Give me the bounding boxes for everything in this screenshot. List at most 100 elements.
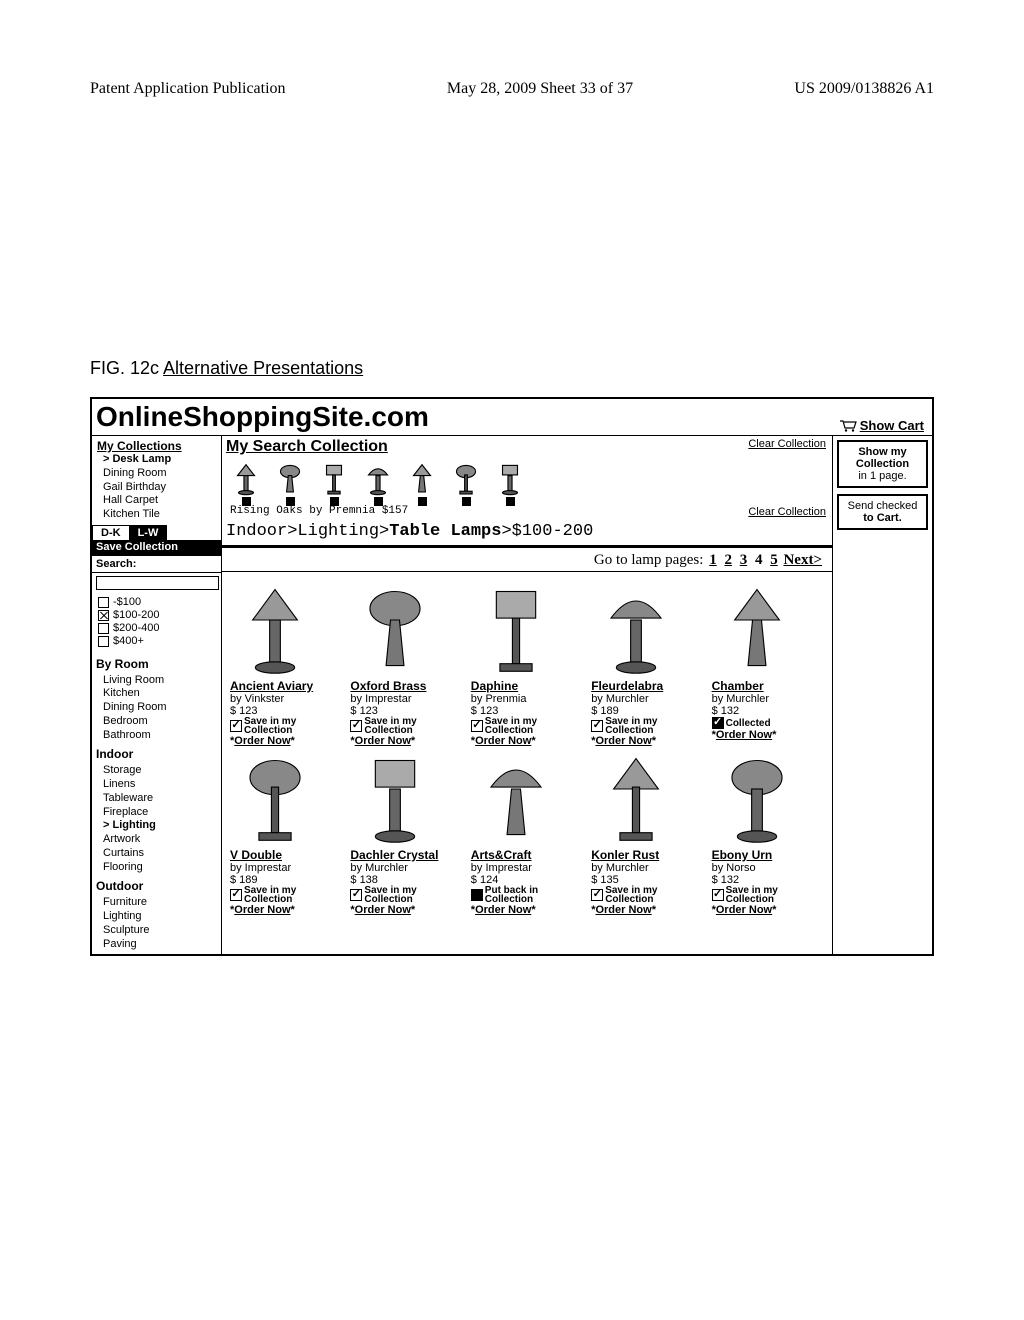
tab-dk[interactable]: D-K	[92, 525, 130, 540]
room-filter[interactable]: Living Room	[97, 674, 216, 688]
product-image[interactable]	[591, 751, 681, 846]
send-checked-to-cart-button[interactable]: Send checked to Cart.	[837, 494, 928, 530]
product-name[interactable]: Daphine	[471, 679, 585, 693]
product-name[interactable]: Dachler Crystal	[350, 848, 464, 862]
indoor-filter[interactable]: Fireplace	[97, 806, 216, 820]
order-now-link[interactable]: *Order Now*	[591, 904, 705, 916]
save-collection-button[interactable]: Save Collection	[92, 540, 221, 556]
order-now-link[interactable]: *Order Now*	[712, 729, 826, 741]
price-filter[interactable]: $100-200	[98, 609, 217, 622]
save-checkbox[interactable]	[712, 889, 724, 901]
product-image[interactable]	[471, 751, 561, 846]
product-image[interactable]	[350, 582, 440, 677]
price-filter[interactable]: $400+	[98, 635, 217, 648]
thumb-checkbox[interactable]	[462, 497, 471, 506]
indoor-filter[interactable]: Lighting	[97, 819, 216, 833]
show-cart-link[interactable]: Show Cart	[839, 418, 924, 433]
collection-thumb[interactable]	[402, 458, 442, 506]
indoor-filter[interactable]: Flooring	[97, 861, 216, 875]
indoor-filter[interactable]: Tableware	[97, 792, 216, 806]
collection-thumb[interactable]	[446, 458, 486, 506]
product-name[interactable]: Ebony Urn	[712, 848, 826, 862]
order-now-link[interactable]: *Order Now*	[591, 735, 705, 747]
save-in-collection[interactable]: Save in myCollection	[591, 717, 705, 735]
save-in-collection[interactable]: Save in myCollection	[230, 886, 344, 904]
collection-item[interactable]: Kitchen Tile	[97, 508, 216, 522]
product-name[interactable]: V Double	[230, 848, 344, 862]
save-checkbox[interactable]	[230, 889, 242, 901]
order-now-link[interactable]: *Order Now*	[471, 735, 585, 747]
pager-page[interactable]: 1	[709, 552, 717, 568]
pager-page[interactable]: 5	[770, 552, 778, 568]
search-input[interactable]	[96, 576, 219, 590]
product-image[interactable]	[350, 751, 440, 846]
product-image[interactable]	[230, 751, 320, 846]
pager-page[interactable]: 2	[724, 552, 732, 568]
collection-item[interactable]: Gail Birthday	[97, 481, 216, 495]
save-checkbox[interactable]	[591, 889, 603, 901]
collection-thumb[interactable]	[358, 458, 398, 506]
pager-page[interactable]: 3	[740, 552, 748, 568]
save-in-collection[interactable]: Save in myCollection	[350, 886, 464, 904]
product-name[interactable]: Konler Rust	[591, 848, 705, 862]
collection-thumb[interactable]	[226, 458, 266, 506]
outdoor-filter[interactable]: Furniture	[97, 896, 216, 910]
collection-thumb[interactable]	[490, 458, 530, 506]
putback-checkbox[interactable]	[471, 889, 483, 901]
order-now-link[interactable]: *Order Now*	[230, 904, 344, 916]
tab-lw[interactable]: L-W	[129, 525, 168, 540]
outdoor-filter[interactable]: Paving	[97, 938, 216, 952]
product-image[interactable]	[471, 582, 561, 677]
indoor-filter[interactable]: Curtains	[97, 847, 216, 861]
save-checkbox[interactable]	[350, 720, 362, 732]
order-now-link[interactable]: *Order Now*	[712, 904, 826, 916]
pager-page[interactable]: 4	[755, 552, 763, 568]
product-image[interactable]	[712, 582, 802, 677]
save-in-collection[interactable]: Put back inCollection	[471, 886, 585, 904]
order-now-link[interactable]: *Order Now*	[471, 904, 585, 916]
save-checkbox[interactable]	[350, 889, 362, 901]
save-checkbox[interactable]	[471, 720, 483, 732]
product-image[interactable]	[230, 582, 320, 677]
product-name[interactable]: Chamber	[712, 679, 826, 693]
room-filter[interactable]: Kitchen	[97, 687, 216, 701]
save-in-collection[interactable]: Collected	[712, 717, 826, 729]
thumb-checkbox[interactable]	[418, 497, 427, 506]
save-in-collection[interactable]: Save in myCollection	[230, 717, 344, 735]
save-in-collection[interactable]: Save in myCollection	[350, 717, 464, 735]
order-now-link[interactable]: *Order Now*	[350, 904, 464, 916]
collection-thumb[interactable]	[270, 458, 310, 506]
order-now-link[interactable]: *Order Now*	[230, 735, 344, 747]
collection-thumb[interactable]	[314, 458, 354, 506]
thumb-checkbox[interactable]	[506, 497, 515, 506]
clear-collection-bottom[interactable]: Clear Collection	[748, 506, 826, 518]
collection-item[interactable]: Hall Carpet	[97, 494, 216, 508]
save-checkbox[interactable]	[591, 720, 603, 732]
show-collection-one-page-button[interactable]: Show my Collection in 1 page.	[837, 440, 928, 488]
clear-collection-top[interactable]: Clear Collection	[748, 438, 826, 450]
collection-item[interactable]: Dining Room	[97, 467, 216, 481]
room-filter[interactable]: Bathroom	[97, 729, 216, 743]
product-image[interactable]	[591, 582, 681, 677]
pager-next[interactable]: Next>	[783, 552, 822, 568]
indoor-filter[interactable]: Artwork	[97, 833, 216, 847]
product-name[interactable]: Ancient Aviary	[230, 679, 344, 693]
indoor-filter[interactable]: Storage	[97, 764, 216, 778]
save-in-collection[interactable]: Save in myCollection	[591, 886, 705, 904]
price-filter[interactable]: $200-400	[98, 622, 217, 635]
collection-item[interactable]: Desk Lamp	[97, 453, 216, 467]
save-checkbox[interactable]	[230, 720, 242, 732]
room-filter[interactable]: Dining Room	[97, 701, 216, 715]
product-image[interactable]	[712, 751, 802, 846]
product-name[interactable]: Oxford Brass	[350, 679, 464, 693]
price-filter[interactable]: -$100	[98, 596, 217, 609]
room-filter[interactable]: Bedroom	[97, 715, 216, 729]
order-now-link[interactable]: *Order Now*	[350, 735, 464, 747]
outdoor-filter[interactable]: Sculpture	[97, 924, 216, 938]
indoor-filter[interactable]: Linens	[97, 778, 216, 792]
outdoor-filter[interactable]: Lighting	[97, 910, 216, 924]
save-in-collection[interactable]: Save in myCollection	[712, 886, 826, 904]
product-name[interactable]: Fleurdelabra	[591, 679, 705, 693]
product-name[interactable]: Arts&Craft	[471, 848, 585, 862]
save-in-collection[interactable]: Save in myCollection	[471, 717, 585, 735]
